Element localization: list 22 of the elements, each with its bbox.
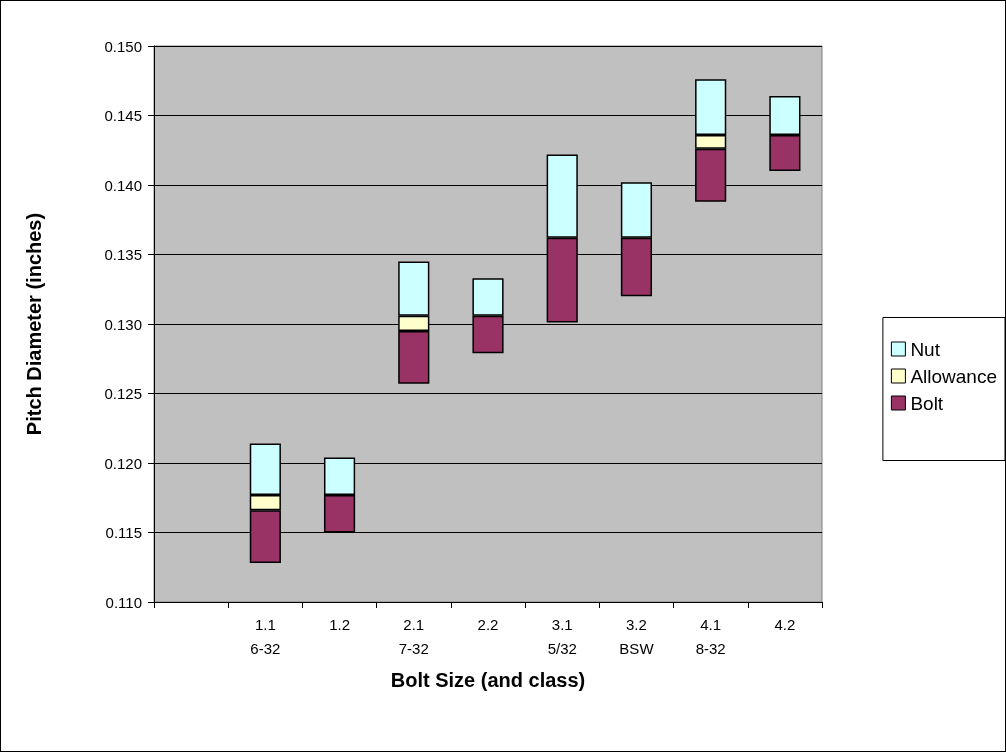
- x-tick-label: 4.1 8-32: [695, 615, 726, 657]
- y-tick-label: 0.130: [104, 315, 142, 333]
- y-tick-label: 0.140: [104, 176, 142, 194]
- y-axis-title: Pitch Diameter (inches): [23, 212, 45, 436]
- legend-label: Nut: [910, 338, 941, 360]
- x-tick-label: 2.2: [477, 615, 499, 633]
- x-tick-label: 4.2: [774, 615, 796, 633]
- x-axis-title: Bolt Size (and class): [390, 669, 586, 691]
- y-tick-label: 0.125: [104, 385, 142, 402]
- x-tick-label: 2.1 7-32: [398, 615, 429, 657]
- y-tick-label: 0.135: [104, 246, 142, 263]
- legend-label: Allowance: [910, 365, 998, 387]
- legend-label: Bolt: [910, 392, 944, 414]
- y-tick-label: 0.150: [104, 37, 142, 55]
- y-tick-label: 0.115: [105, 524, 142, 541]
- y-tick-label: 0.145: [104, 107, 142, 124]
- x-tick-label: 1.1 6-32: [250, 615, 281, 657]
- y-tick-label: 0.120: [104, 454, 142, 472]
- y-tick-label: 0.110: [105, 593, 142, 611]
- x-tick-label: 3.1 5/32: [547, 615, 577, 657]
- x-tick-label: 1.2: [329, 615, 350, 633]
- x-tick-label: 3.2 BSW: [619, 615, 655, 657]
